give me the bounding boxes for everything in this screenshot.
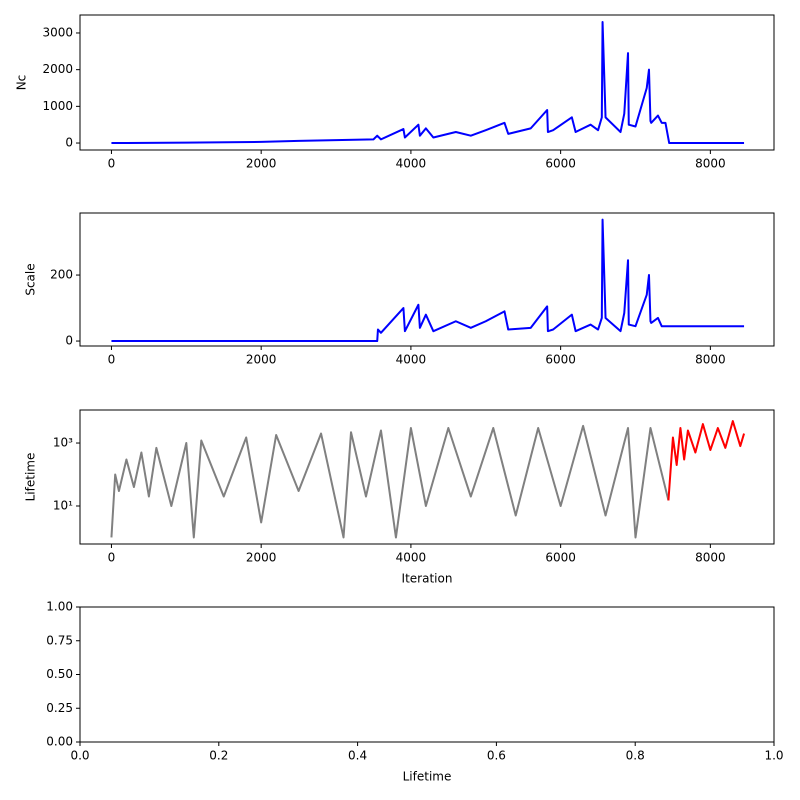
y-tick-label: 0.25 [46, 701, 73, 715]
x-tick-label: 0.2 [209, 749, 228, 763]
data-line [111, 218, 745, 343]
axes-frame [79, 606, 775, 743]
y-tick-label: 1.00 [46, 600, 73, 614]
x-tick-label: 0 [108, 353, 116, 367]
y-axis-label: Lifetime [24, 453, 38, 502]
x-tick-label: 6000 [545, 157, 576, 171]
data-line [110, 424, 670, 539]
x-tick-label: 0.4 [348, 749, 367, 763]
x-tick-label: 4000 [396, 353, 427, 367]
x-tick-label: 8000 [695, 551, 726, 565]
x-tick-label: 0.6 [487, 749, 506, 763]
axes-frame [79, 212, 775, 347]
x-axis-label: Iteration [402, 572, 453, 586]
y-tick-label: 0 [65, 334, 73, 348]
y-tick-label: 0.50 [46, 667, 73, 681]
y-axis-label: Scale [24, 263, 38, 295]
x-tick-label: 4000 [396, 551, 427, 565]
x-tick-label: 6000 [545, 353, 576, 367]
y-tick-label: 10¹ [53, 498, 73, 512]
x-tick-label: 2000 [246, 353, 277, 367]
axes-frame [79, 409, 775, 545]
x-tick-label: 6000 [545, 551, 576, 565]
y-tick-label: 0.00 [46, 735, 73, 749]
y-tick-label: 0 [65, 136, 73, 150]
y-tick-label: 3000 [42, 25, 73, 39]
x-tick-label: 8000 [695, 157, 726, 171]
y-tick-label: 1000 [42, 99, 73, 113]
y-tick-label: 0.75 [46, 633, 73, 647]
x-tick-label: 2000 [246, 157, 277, 171]
x-tick-label: 4000 [396, 157, 427, 171]
x-tick-label: 0.0 [70, 749, 89, 763]
data-line [667, 420, 746, 501]
y-tick-label: 200 [50, 268, 73, 282]
x-tick-label: 8000 [695, 353, 726, 367]
y-axis-label: Nc [15, 75, 29, 91]
data-line [111, 20, 745, 145]
axes-frame [79, 14, 775, 151]
x-tick-label: 2000 [246, 551, 277, 565]
x-tick-label: 1.0 [764, 749, 783, 763]
x-tick-label: 0 [108, 551, 116, 565]
y-tick-label: 2000 [42, 62, 73, 76]
x-tick-label: 0 [108, 157, 116, 171]
y-tick-label: 10³ [53, 436, 73, 450]
x-axis-label: Lifetime [403, 770, 452, 784]
x-tick-label: 0.8 [626, 749, 645, 763]
